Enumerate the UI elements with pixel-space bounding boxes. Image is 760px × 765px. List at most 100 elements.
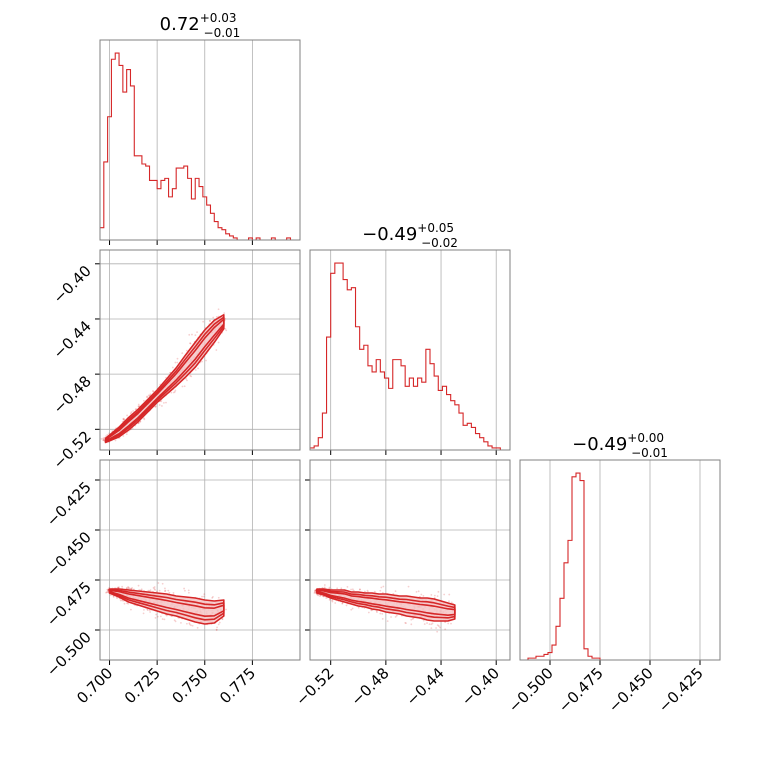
scatter-point [381, 617, 384, 620]
scatter-point [106, 591, 109, 593]
scatter-point [152, 586, 155, 589]
hist-frame-0 [99, 39, 301, 241]
scatter-point [341, 601, 344, 604]
scatter-point [428, 623, 431, 626]
sc-0-1-ytick-label-1: −0.48 [50, 372, 95, 417]
scatter-point [167, 589, 170, 592]
scatter-point [162, 401, 165, 404]
scatter-point [225, 329, 228, 332]
scatter-panel-0-1: −0.52 −0.48 −0.44 −0.40 [50, 249, 301, 473]
scatter-point [437, 590, 440, 593]
panels-layer: −0.500−0.475−0.450−0.425−0.52−0.48−0.44−… [43, 39, 721, 716]
scatter-point [345, 604, 348, 607]
scatter-point [137, 584, 140, 587]
scatter-point [161, 405, 163, 407]
sc-1-2-xtick-label-0: −0.52 [292, 664, 337, 709]
scatter-point [366, 589, 369, 592]
scatter-point [350, 608, 353, 611]
scatter-point [102, 439, 104, 442]
sc-0-2-xtick-label-1: 0.725 [121, 664, 164, 707]
scatter-point [129, 412, 132, 415]
scatter-point [196, 331, 198, 334]
scatter-point [203, 593, 206, 596]
scatter-point [316, 593, 319, 596]
scatter-point [103, 439, 105, 442]
title-param-2-plus: +0.00 [627, 431, 664, 445]
scatter-point [426, 622, 428, 624]
scatter-point [437, 625, 440, 627]
scatter-point [156, 615, 159, 618]
scatter-point [125, 587, 128, 590]
scatter-point [448, 600, 450, 603]
scatter-point [358, 588, 361, 591]
scatter-point [217, 596, 220, 599]
scatter-point [411, 618, 414, 620]
scatter-point [205, 359, 207, 362]
scatter-point [146, 608, 149, 611]
contour-level-1 [104, 316, 225, 443]
sc-0-2-ytick-label-3: −0.425 [43, 478, 95, 530]
scatter-point [154, 588, 156, 591]
scatter-point [359, 588, 361, 591]
scatter-point [417, 590, 420, 593]
scatter-point [350, 588, 352, 591]
scatter-point [119, 599, 122, 602]
scatter-point [430, 594, 433, 596]
scatter-point [215, 629, 218, 631]
scatter-point [157, 582, 160, 584]
scatter-area-0-2 [105, 582, 227, 631]
scatter-point [146, 609, 149, 611]
scatter-panel-1-2: −0.52 −0.48 −0.44 −0.40 [292, 459, 511, 709]
scatter-point [183, 587, 185, 590]
scatter-point [143, 418, 146, 421]
contour-level-1 [316, 588, 456, 619]
scatter-point [164, 587, 166, 590]
scatter-point [117, 586, 119, 589]
scatter-point [323, 584, 326, 586]
scatter-point [208, 319, 211, 322]
scatter-point [340, 587, 343, 590]
scatter-point [430, 627, 433, 630]
scatter-point [215, 628, 218, 631]
scatter-point [346, 586, 349, 588]
scatter-point [100, 437, 103, 440]
scatter-point [155, 613, 158, 616]
scatter-point [171, 366, 174, 369]
contour-level-0 [316, 588, 456, 622]
scatter-point [184, 589, 186, 592]
scatter-point [108, 432, 111, 435]
scatter-point [352, 589, 355, 592]
scatter-point [436, 624, 439, 627]
sc-0-2-xtick-label-0: 0.700 [73, 664, 116, 707]
scatter-point [217, 341, 220, 344]
scatter-point [122, 417, 125, 420]
scatter-point [314, 590, 316, 593]
scatter-point [415, 590, 418, 593]
scatter-point [103, 439, 106, 442]
title-param-1-median: −0.49 [362, 224, 417, 245]
hist-2-xtick-label-3: −0.425 [655, 664, 707, 716]
scatter-point [122, 418, 125, 420]
scatter-point [215, 316, 218, 318]
scatter-point [173, 390, 176, 393]
scatter-point [395, 614, 398, 617]
scatter-area-0-1 [100, 308, 228, 444]
scatter-point [423, 623, 426, 625]
sc-0-2-ytick-label-2: −0.450 [43, 528, 95, 580]
scatter-point [103, 439, 106, 441]
sc-0-2-ytick-label-0: −0.500 [43, 628, 95, 680]
scatter-point [201, 595, 203, 598]
scatter-point [194, 369, 197, 371]
scatter-point [380, 586, 383, 589]
scatter-point [225, 608, 227, 611]
scatter-point [112, 596, 115, 598]
scatter-point [143, 608, 145, 611]
scatter-point [212, 596, 214, 598]
scatter-point [363, 590, 366, 593]
scatter-point [221, 617, 224, 620]
title-param-1-minus: −0.02 [421, 236, 458, 250]
title-param-2: −0.49+0.00 −0.01 [572, 431, 668, 460]
scatter-point [209, 320, 211, 322]
scatter-point [121, 585, 124, 588]
scatter-point [197, 367, 199, 370]
